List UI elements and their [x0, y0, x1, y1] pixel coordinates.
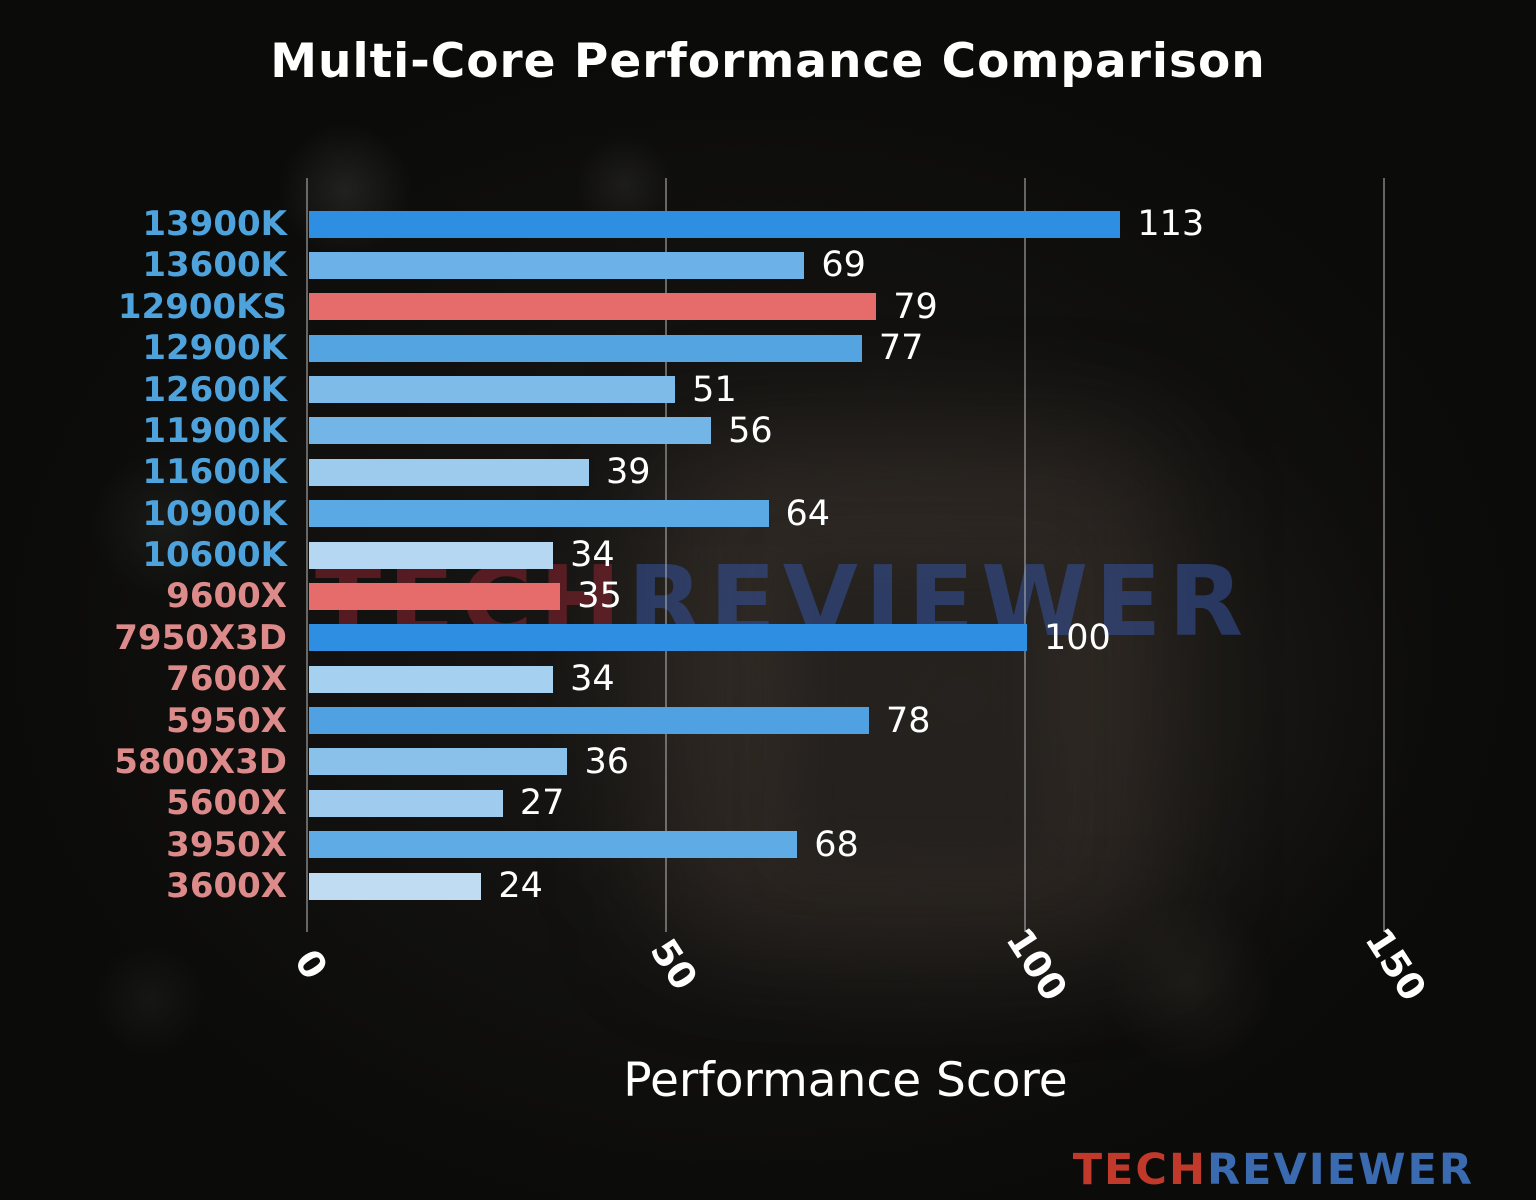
category-label: 5800X3D: [114, 741, 287, 782]
bar: [309, 541, 554, 569]
value-label: 39: [606, 452, 651, 493]
bar: [309, 665, 554, 693]
value-label: 35: [577, 576, 622, 617]
bar: [309, 624, 1027, 652]
x-tick-label: 150: [1357, 920, 1461, 1008]
bar: [309, 251, 805, 279]
gridline: [1024, 178, 1026, 932]
category-label: 10900K: [142, 493, 287, 534]
value-label: 100: [1044, 617, 1111, 658]
bar: [309, 831, 798, 859]
category-label: 12900KS: [117, 286, 287, 327]
value-label: 79: [893, 286, 938, 327]
value-label: 56: [728, 410, 773, 451]
value-label: 34: [570, 659, 615, 700]
logo-reviewer: REVIEWER: [1206, 1145, 1474, 1195]
category-label: 13600K: [142, 245, 287, 286]
value-label: 24: [498, 866, 543, 906]
gridline: [306, 178, 308, 932]
x-tick-label: 0: [286, 942, 336, 987]
category-label: 7600X: [166, 659, 287, 700]
value-label: 113: [1137, 204, 1205, 244]
category-label: 13900K: [142, 204, 287, 244]
gridline: [665, 178, 667, 932]
bar: [309, 707, 870, 734]
category-label: 7950X3D: [114, 617, 287, 658]
bar: [309, 376, 676, 403]
gridline: [1383, 178, 1385, 932]
value-label: 77: [878, 328, 924, 369]
x-tick-label: 50: [642, 931, 718, 998]
bar: [309, 872, 482, 900]
category-label: 5600X: [166, 783, 287, 824]
category-label: 5950X: [166, 700, 287, 741]
x-tick-text: 150: [1356, 920, 1435, 1009]
category-label: 12900K: [142, 328, 287, 369]
bar: [309, 748, 568, 776]
brand-logo: TECHREVIEWER: [1073, 1149, 1474, 1192]
value-label: 68: [814, 824, 859, 865]
category-label: 11900K: [142, 410, 287, 451]
value-label: 51: [692, 369, 737, 410]
value-label: 27: [519, 783, 565, 824]
category-label: 10600K: [142, 535, 287, 575]
x-tick-text: 0: [285, 941, 336, 988]
category-label: 9600X: [166, 576, 287, 617]
x-axis-label: Performance Score: [623, 1053, 1068, 1108]
category-label: 3950X: [166, 824, 287, 865]
category-label: 3600X: [166, 866, 287, 906]
logo-tech: TECH: [1072, 1145, 1207, 1195]
category-label: 12600K: [142, 369, 287, 410]
value-label: 34: [570, 535, 615, 575]
bar: [309, 582, 561, 610]
value-label: 36: [584, 741, 630, 782]
x-tick-text: 100: [997, 920, 1076, 1009]
chart-title: Multi-Core Performance Comparison: [270, 34, 1266, 89]
bar: [309, 293, 877, 321]
category-label: 11600K: [142, 452, 287, 493]
x-tick-text: 50: [641, 931, 706, 998]
value-label: 64: [785, 493, 831, 534]
bar: [309, 500, 769, 528]
bar: [309, 334, 862, 362]
x-tick-label: 100: [998, 920, 1102, 1008]
bar: [309, 417, 712, 445]
bar: [309, 458, 590, 486]
value-label: 78: [886, 700, 931, 741]
bar: [309, 789, 503, 817]
bar: [309, 210, 1121, 238]
value-label: 69: [821, 245, 866, 286]
